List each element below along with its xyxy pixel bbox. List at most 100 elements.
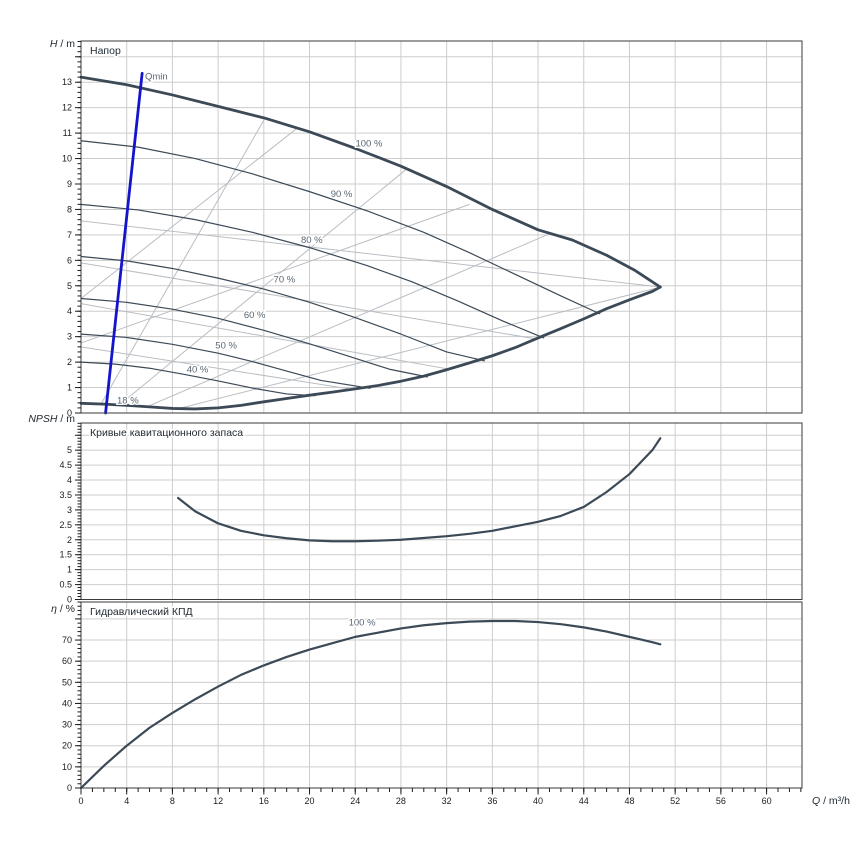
x-tick-label: 40 xyxy=(533,796,543,806)
x-tick-label: 36 xyxy=(487,796,497,806)
head-y-tick-label: 9 xyxy=(67,179,72,189)
head-axis-label-rest: / m xyxy=(58,38,76,50)
efficiency-axis-label-rest: / % xyxy=(57,603,75,615)
npsh-y-tick-label: 0 xyxy=(67,595,72,605)
npsh-y-tick-label: 2 xyxy=(67,535,72,545)
curve-label: 70 % xyxy=(274,274,296,285)
speed-curve-18-% xyxy=(79,285,662,411)
x-tick-label: 8 xyxy=(170,796,175,806)
curve-label: 40 % xyxy=(187,365,209,376)
efficiency-y-tick-label: 30 xyxy=(62,720,72,730)
x-tick-label: 24 xyxy=(350,796,360,806)
x-ticks xyxy=(80,788,802,795)
speed-curve-80-% xyxy=(80,203,545,339)
x-tick-label: 44 xyxy=(579,796,589,806)
npsh-y-tick-label: 3 xyxy=(67,505,72,515)
head-y-tick-label: 0 xyxy=(67,408,72,418)
x-axis-label: Q / m³/h xyxy=(812,795,850,807)
head-y-tick-label: 11 xyxy=(63,128,72,138)
head-title: Напор xyxy=(90,45,121,57)
speed-curve-90-% xyxy=(80,140,601,315)
head-y-tick-label: 8 xyxy=(67,204,72,214)
curve-label: 80 % xyxy=(301,235,323,246)
head-y-tick-label: 5 xyxy=(67,281,72,291)
npsh-y-tick-label: 0.5 xyxy=(59,580,72,590)
curve-label: 50 % xyxy=(215,341,237,352)
iso-efficiency-line xyxy=(109,165,411,409)
speed-curve-70-% xyxy=(80,255,485,362)
x-axis-label-italic: Q xyxy=(812,795,820,807)
efficiency-grid xyxy=(81,602,802,788)
efficiency-y-tick-label: 60 xyxy=(62,656,72,666)
npsh-y-tick-label: 1 xyxy=(67,565,72,575)
x-tick-label: 32 xyxy=(442,796,452,806)
head-grid xyxy=(81,41,802,413)
x-axis-label-rest: / m³/h xyxy=(820,795,850,807)
x-tick-label: 56 xyxy=(716,796,726,806)
npsh-y-tick-label: 4.5 xyxy=(59,460,72,470)
curve-label: Qmin xyxy=(145,72,168,83)
head-y-tick-label: 2 xyxy=(67,357,72,367)
head-y-tick-label: 3 xyxy=(67,332,72,342)
npsh-y-tick-label: 4 xyxy=(67,475,72,485)
efficiency-y-ticks xyxy=(75,601,81,789)
efficiency-chart: 100 % 0 10 20 30 40 50 60 70 η / % Гидравлический … xyxy=(51,601,803,793)
npsh-curve-npsh xyxy=(177,437,662,543)
npsh-y-ticks xyxy=(75,422,81,600)
efficiency-axis-label-italic: η xyxy=(51,603,57,615)
curve-label: 90 % xyxy=(331,189,353,200)
head-y-tick-label: 4 xyxy=(67,306,72,316)
head-plot-border xyxy=(80,40,803,414)
x-tick-label: 0 xyxy=(78,796,83,806)
npsh-chart: 0 0.5 1 1.5 2 2.5 3 3.5 4 4.5 5 NPSH / m Кривые кави… xyxy=(28,413,803,605)
x-tick-label: 28 xyxy=(396,796,406,806)
head-y-tick-label: 12 xyxy=(62,103,72,113)
npsh-grid xyxy=(81,423,802,600)
efficiency-y-tick-label: 20 xyxy=(62,741,72,751)
npsh-y-tick-label: 2.5 xyxy=(59,520,72,530)
iso-efficiency-line xyxy=(95,109,270,409)
efficiency-axis-label: η / % xyxy=(51,603,75,615)
iso-efficiency-line xyxy=(81,262,584,348)
head-y-ticks xyxy=(75,41,81,414)
efficiency-y-tick-label: 0 xyxy=(67,783,72,793)
head-y-tick-label: 7 xyxy=(67,230,72,240)
efficiency-curve-100-% xyxy=(79,619,662,790)
npsh-y-tick-label: 5 xyxy=(67,445,72,455)
speed-curve-100-% xyxy=(79,75,662,289)
head-y-tick-label: 1 xyxy=(67,383,72,393)
iso-efficiency-line xyxy=(132,231,554,409)
x-axis: 0 4 8 12 16 20 24 28 32 36 40 44 48 52 56 60 Q / m³/h xyxy=(78,788,850,807)
iso-efficiency-line xyxy=(81,220,661,288)
npsh-y-tick-label: 3.5 xyxy=(59,490,72,500)
head-axis-label-italic: H xyxy=(50,38,58,50)
x-tick-label: 16 xyxy=(259,796,269,806)
head-y-tick-label: 6 xyxy=(67,255,72,265)
iso-efficiency-line xyxy=(81,203,470,344)
curve-label: 100 % xyxy=(349,618,376,629)
curve-label: 18 % xyxy=(117,395,139,406)
x-tick-label: 12 xyxy=(213,796,223,806)
speed-curve-qmin xyxy=(104,71,144,415)
efficiency-y-tick-label: 10 xyxy=(62,762,72,772)
x-tick-label: 4 xyxy=(124,796,129,806)
npsh-axis-label: NPSH / m xyxy=(28,413,75,425)
efficiency-y-tick-label: 70 xyxy=(62,635,72,645)
efficiency-plot-border xyxy=(80,601,803,789)
efficiency-y-tick-label: 40 xyxy=(62,698,72,708)
npsh-axis-label-rest: / m xyxy=(58,413,76,425)
head-y-tick-label: 13 xyxy=(62,77,72,87)
npsh-y-tick-label: 1.5 xyxy=(59,550,72,560)
efficiency-title: Гидравлический КПД xyxy=(90,606,193,618)
speed-curve-50-% xyxy=(80,333,371,389)
iso-efficiency-line xyxy=(160,286,661,409)
x-tick-label: 20 xyxy=(305,796,315,806)
speed-curve-60-% xyxy=(80,297,428,378)
npsh-plot-border xyxy=(80,422,803,600)
x-tick-label: 60 xyxy=(762,796,772,806)
npsh-axis-label-italic: NPSH xyxy=(28,413,58,425)
x-tick-label: 52 xyxy=(670,796,680,806)
efficiency-y-tick-label: 50 xyxy=(62,677,72,687)
speed-curve-40-% xyxy=(80,361,316,397)
